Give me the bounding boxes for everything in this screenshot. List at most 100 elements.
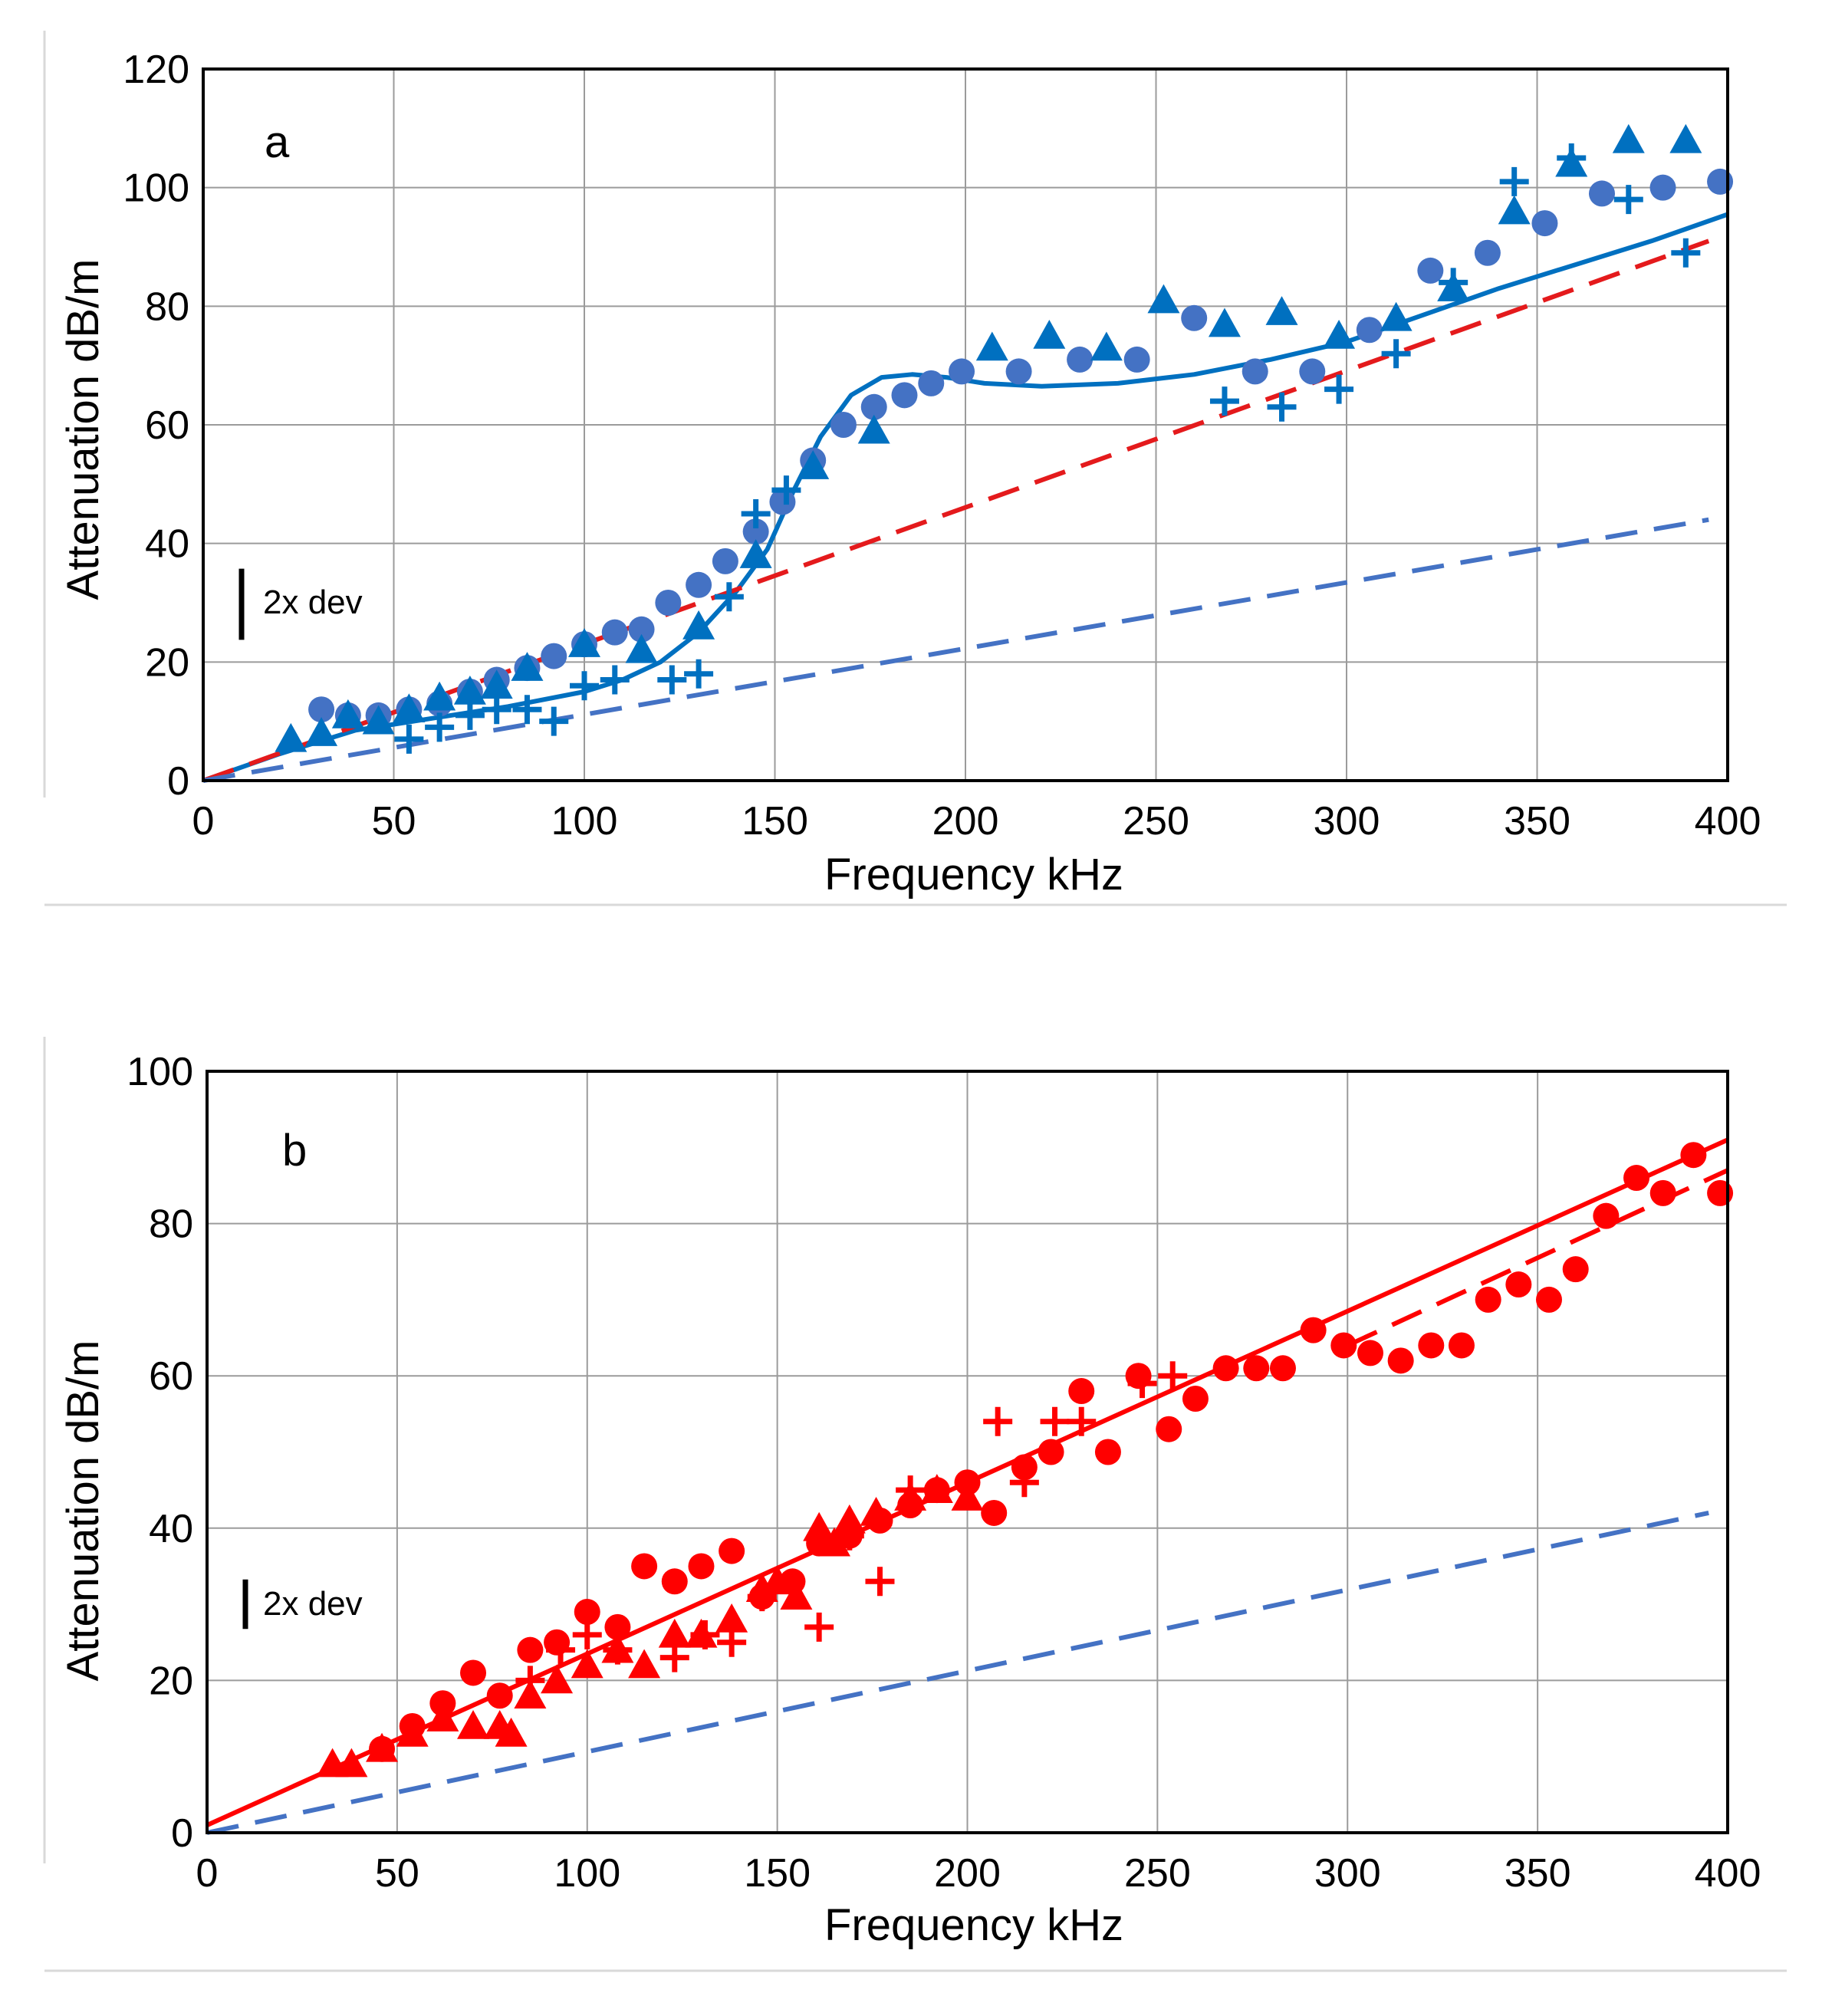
plot-area-border <box>202 67 1729 782</box>
data-point-circle <box>1356 317 1383 344</box>
x-tick-label: 400 <box>1695 799 1761 844</box>
data-point-circle <box>1531 210 1558 237</box>
data-point-triangle <box>362 705 395 735</box>
data-point-circle <box>1094 1439 1121 1465</box>
grid-lines <box>203 69 1728 781</box>
x-tick-label: 0 <box>192 799 215 844</box>
plot-area-border <box>206 1070 1729 1834</box>
data-point-circle <box>628 616 655 643</box>
x-tick-label: 200 <box>934 1851 1001 1896</box>
data-point-plus <box>1127 1369 1157 1399</box>
grid-lines <box>207 1071 1728 1833</box>
data-point-circle <box>1269 1355 1296 1382</box>
data-point-circle <box>631 1553 658 1580</box>
y-tick-label: 40 <box>145 522 189 567</box>
data-point-circle <box>918 370 945 396</box>
data-point-triangle <box>426 1702 459 1732</box>
axes: 0 50 100 150 200 250 300 350 400 0 20 40 60 80 100 120 <box>123 48 1761 844</box>
x-tick-label: 300 <box>1314 1851 1381 1896</box>
data-point-plus <box>834 1521 864 1551</box>
data-point-circle <box>1505 1271 1532 1298</box>
data-point-triangle <box>975 331 1008 361</box>
data-point-triangle <box>1208 307 1241 337</box>
data-point-plus <box>1613 185 1643 215</box>
y-tick-label: 0 <box>171 1811 193 1856</box>
data-point-plus <box>684 659 714 689</box>
x-tick-label: 350 <box>1504 799 1570 844</box>
data-point-circle <box>1357 1340 1383 1366</box>
data-point-triangle <box>393 693 426 722</box>
x-tick-label: 50 <box>375 1851 419 1896</box>
fit-line-blue-dashed <box>206 1510 1709 1835</box>
data-point-circle <box>1649 174 1676 201</box>
x-tick-label: 150 <box>742 799 808 844</box>
y-tick-label: 120 <box>123 48 189 92</box>
data-point-plus <box>1381 339 1411 369</box>
data-point-triangle <box>780 1580 813 1610</box>
data-point-circle <box>1242 358 1268 385</box>
data-point-triangle <box>803 1511 836 1541</box>
data-point-circle <box>1680 1142 1707 1169</box>
data-point-circle <box>1182 1385 1209 1412</box>
panel-label: a <box>265 117 290 167</box>
data-point-plus <box>1209 386 1239 416</box>
data-point-circle <box>1417 257 1444 284</box>
y-tick-label: 20 <box>149 1659 193 1703</box>
chart-a-svg: 0 50 100 150 200 250 300 350 400020406080100120 … <box>43 31 1787 906</box>
data-point-circle <box>719 1537 745 1564</box>
fit-line-red-dashed <box>202 238 1710 783</box>
data-point-plus <box>771 475 801 505</box>
data-point-triangle <box>951 1482 984 1511</box>
data-point-circle <box>661 1568 688 1595</box>
data-point-circle <box>517 1636 544 1663</box>
data-point-circle <box>574 1599 600 1626</box>
panel-label: b <box>282 1126 307 1176</box>
data-point-circle <box>1005 358 1032 385</box>
y-tick-label: 60 <box>149 1354 193 1399</box>
chart-panel-b: 0 50 100 150 200 250 300 350 400 0 20 40 60 80 100 b 2… <box>0 1020 1822 2009</box>
data-point-circle <box>601 619 628 646</box>
x-tick-label: 250 <box>1124 1851 1191 1896</box>
x-tick-label: 50 <box>372 799 416 844</box>
data-point-circle <box>1212 1355 1239 1382</box>
data-point-circle <box>655 590 682 616</box>
data-point-triangle <box>1669 123 1702 153</box>
x-tick-label: 100 <box>554 1851 620 1896</box>
data-point-triangle <box>1498 195 1531 225</box>
data-point-triangle <box>396 1717 429 1747</box>
data-point-circle <box>1649 1179 1676 1206</box>
x-tick-label: 150 <box>744 1851 811 1896</box>
x-axis-label: Frequency kHz <box>824 1900 1123 1950</box>
data-point-plus <box>394 724 424 754</box>
data-point-plus <box>896 1475 926 1505</box>
data-point-circle <box>1243 1355 1270 1382</box>
data-point-triangle <box>658 1618 691 1648</box>
data-point-circle <box>1123 346 1150 373</box>
data-point-circle <box>1300 1317 1327 1343</box>
data-point-triangle <box>331 699 364 728</box>
data-point-triangle <box>423 681 456 711</box>
data-point-plus <box>741 499 771 528</box>
data-point-triangle <box>275 722 308 752</box>
data-point-plus <box>482 695 511 725</box>
data-point-plus <box>804 1612 834 1642</box>
data-point-circle <box>742 518 769 545</box>
fit-line-blue-dashed <box>202 517 1709 783</box>
data-point-triangle <box>1323 320 1356 349</box>
data-point-circle <box>1474 239 1501 266</box>
data-point-triangle <box>920 1474 953 1503</box>
data-point-plus <box>600 665 630 695</box>
data-point-circle <box>1181 304 1208 331</box>
data-point-plus <box>714 582 744 612</box>
data-markers <box>275 123 1734 754</box>
chart-b-svg: 0 50 100 150 200 250 300 350 400 0 20 40 60 80 100 b 2… <box>43 1037 1787 1972</box>
y-tick-label: 80 <box>149 1202 193 1247</box>
y-tick-label: 60 <box>145 403 189 448</box>
y-axis-label: Attenuation dB/m <box>58 259 108 600</box>
data-point-plus <box>717 1627 747 1657</box>
data-point-triangle <box>682 610 715 640</box>
data-point-circle <box>769 488 796 515</box>
data-point-circle <box>1387 1347 1414 1374</box>
data-point-circle <box>1535 1286 1562 1313</box>
data-point-circle <box>486 1682 513 1709</box>
